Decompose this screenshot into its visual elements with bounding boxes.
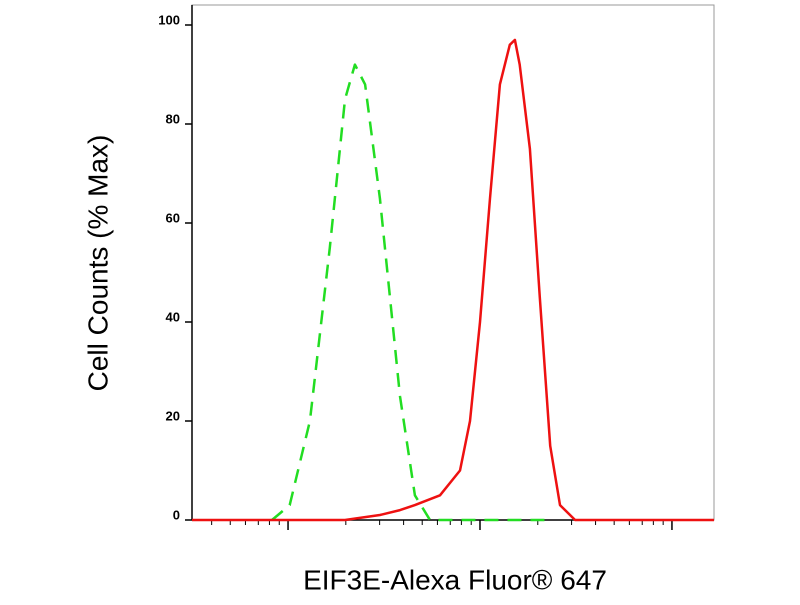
series-line: [192, 38, 714, 522]
y-tick-label: 40: [166, 309, 180, 324]
x-axis-label: EIF3E-Alexa Fluor® 647: [303, 564, 607, 595]
y-tick-label: 20: [166, 408, 180, 423]
series-line: [271, 63, 551, 522]
y-tick-label: 100: [158, 12, 180, 27]
y-tick-label: 60: [166, 210, 180, 225]
y-tick-label: 0: [173, 507, 180, 522]
plot-frame: [191, 4, 715, 521]
y-axis-label: Cell Counts (% Max): [82, 135, 113, 392]
y-tick-label: 80: [166, 111, 180, 126]
